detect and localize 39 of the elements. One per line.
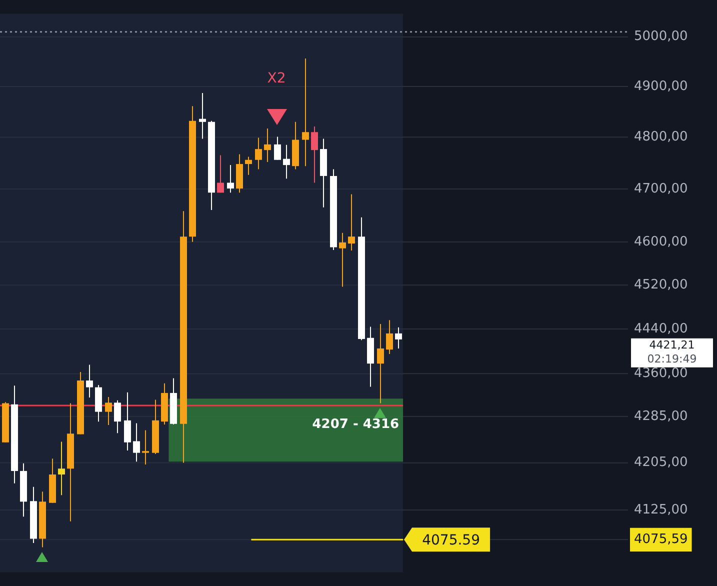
text: 4421,21 xyxy=(649,338,695,352)
candlestick xyxy=(105,396,112,426)
band-label: 4207 - 4316 xyxy=(312,417,400,432)
candlestick xyxy=(199,92,206,140)
candlestick xyxy=(245,156,252,176)
candlestick xyxy=(302,58,309,167)
candlestick xyxy=(58,441,65,496)
y-tick-label: 4800,00 xyxy=(634,130,688,145)
text: 02:19:49 xyxy=(647,352,697,366)
candlestick xyxy=(227,164,234,194)
candlestick xyxy=(133,422,140,462)
candlestick xyxy=(114,400,121,434)
candlestick xyxy=(386,320,393,355)
candlestick xyxy=(348,194,355,251)
candlestick xyxy=(283,144,290,180)
candlestick xyxy=(255,137,262,170)
candlestick xyxy=(311,126,318,184)
y-tick-label: 4205,00 xyxy=(634,455,688,470)
candlestick xyxy=(142,430,149,466)
candlestick xyxy=(274,136,281,160)
candlestick xyxy=(217,154,224,194)
candlestick xyxy=(339,232,346,288)
y-tick-label: 5000,00 xyxy=(634,29,688,44)
candlestick xyxy=(86,364,93,398)
y-tick-label: 4600,00 xyxy=(634,234,688,250)
candlestick xyxy=(377,324,384,404)
y-tick-label: 4125,00 xyxy=(634,502,688,518)
ref-line-label: 4075.59 xyxy=(422,532,480,548)
candlestick xyxy=(395,326,402,349)
y-tick-label: 4360,00 xyxy=(634,366,688,382)
y-tick-label: 4440,00 xyxy=(634,321,688,336)
annotation: X2 xyxy=(267,70,286,86)
candlestick xyxy=(124,392,131,451)
y-tick-label: 4075,59 xyxy=(634,532,688,548)
y-tick-label: 4900,00 xyxy=(634,78,688,94)
candlestick xyxy=(264,128,271,162)
y-tick-label: 4700,00 xyxy=(634,181,688,196)
y-tick-label: 4520,00 xyxy=(634,277,688,292)
y-tick-label: 4285,00 xyxy=(634,408,688,424)
